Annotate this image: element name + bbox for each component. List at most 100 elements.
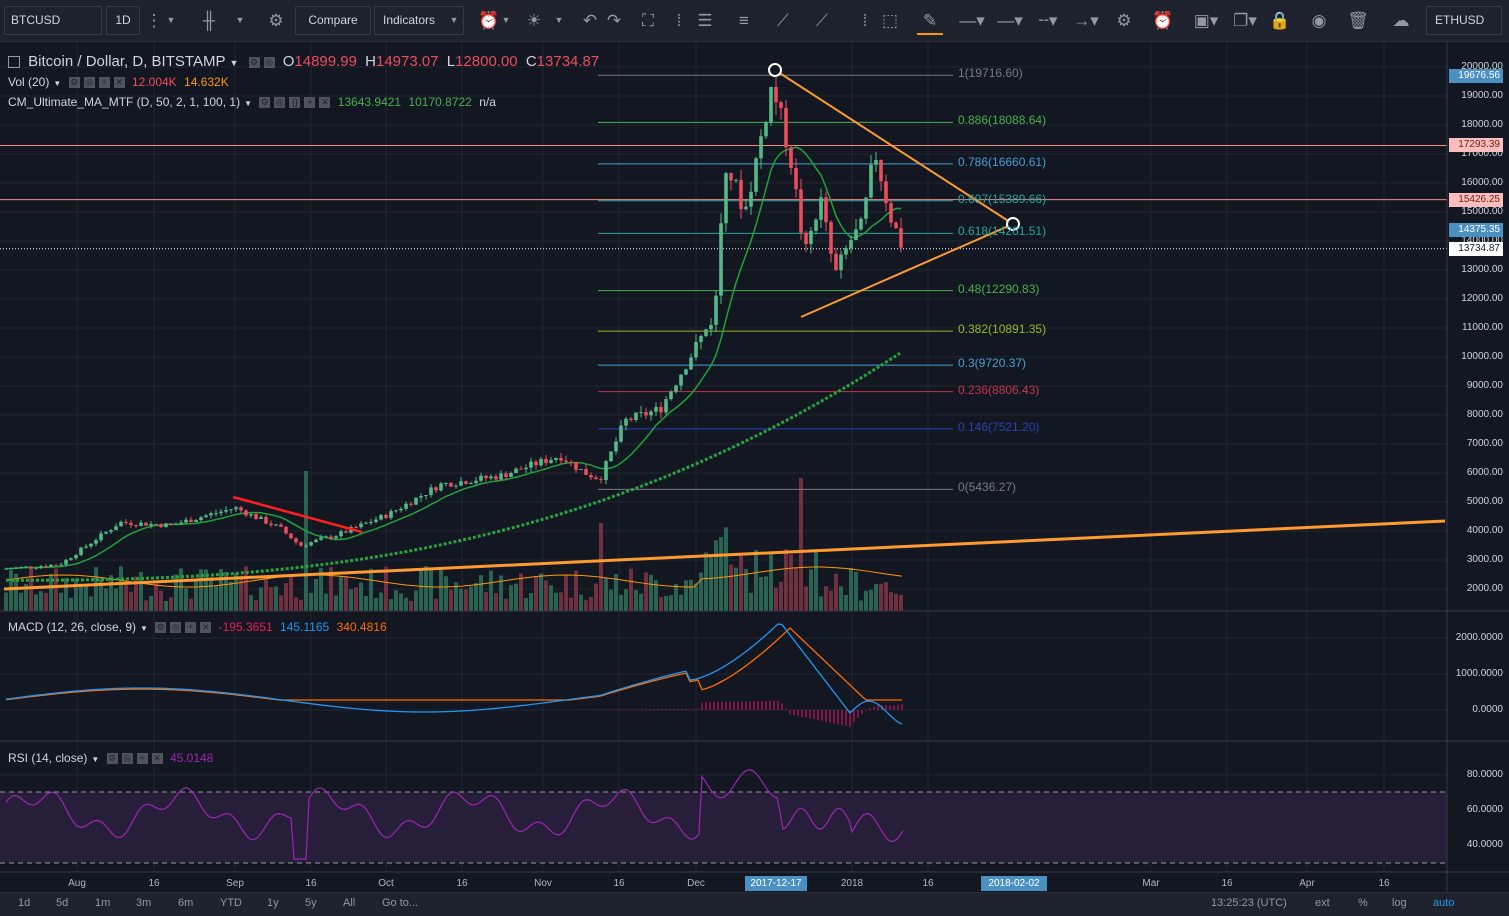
range-1d[interactable]: 1d: [18, 897, 31, 909]
pitchfork-icon[interactable]: ⟋: [777, 11, 789, 30]
fullscreen-icon[interactable]: ⛶: [642, 11, 654, 30]
drag-handle-icon[interactable]: ⁞: [862, 11, 868, 30]
macd-plot: [5, 623, 903, 727]
symbol-title[interactable]: Bitcoin / Dollar, D, BITSTAMP: [28, 53, 226, 70]
volume-bar: [709, 556, 713, 611]
trend-angle-icon[interactable]: ⟋: [816, 11, 828, 30]
interval-dropdown-icon[interactable]: ▼: [166, 15, 176, 25]
replay-dropdown-icon[interactable]: ▼: [554, 15, 564, 25]
fib-retracement-icon[interactable]: ☰: [697, 11, 713, 30]
rsi-label[interactable]: RSI (14, close): [8, 751, 88, 765]
drag-handle-icon[interactable]: ⁞: [676, 11, 682, 30]
redo-icon[interactable]: ↷: [606, 11, 622, 30]
volume-add-icon[interactable]: +: [98, 77, 110, 89]
rsi-format-icon[interactable]: ◎: [121, 753, 133, 765]
macd-settings-icon[interactable]: ⚙: [155, 622, 167, 634]
indicators-dropdown-icon[interactable]: ▼: [449, 15, 459, 25]
rsi-add-icon[interactable]: +: [136, 753, 148, 765]
range-1m[interactable]: 1m: [95, 897, 111, 909]
rsi-band: [0, 791, 1447, 864]
range-5d[interactable]: 5d: [56, 897, 69, 909]
rsi-caret-icon[interactable]: ▼: [91, 755, 100, 764]
drawing-alert-icon[interactable]: ⏰: [1152, 11, 1174, 30]
settings-gear-icon[interactable]: ⚙: [268, 11, 284, 30]
auto-toggle[interactable]: auto: [1433, 897, 1455, 909]
ma-caret-icon[interactable]: ▼: [244, 99, 252, 108]
macd-format-icon[interactable]: ◎: [170, 622, 182, 634]
legend-settings-icon[interactable]: ⚙: [248, 56, 260, 68]
volume-format-icon[interactable]: ◎: [83, 77, 95, 89]
price-axis-label: 15000.00: [1461, 206, 1503, 217]
percent-toggle[interactable]: %: [1358, 897, 1368, 909]
legend-hide-icon[interactable]: ◎: [263, 56, 275, 68]
symbol-search[interactable]: BTCUSD: [4, 6, 102, 35]
ma-add-icon[interactable]: +: [304, 97, 316, 109]
goto-button[interactable]: Go to...: [382, 897, 419, 909]
log-toggle[interactable]: log: [1392, 897, 1407, 909]
volume-bar: [244, 566, 248, 611]
candle-body: [199, 517, 203, 521]
volume-bar: [719, 537, 723, 611]
drawing-settings-gear-icon[interactable]: ⚙: [1116, 11, 1132, 30]
range-6m[interactable]: 6m: [178, 897, 194, 909]
volume-bar: [184, 588, 188, 611]
line-dash-icon[interactable]: ╌▾: [1038, 11, 1058, 30]
title-caret-icon[interactable]: ▼: [229, 58, 239, 68]
volume-remove-icon[interactable]: ✕: [113, 77, 125, 89]
range-3m[interactable]: 3m: [136, 897, 152, 909]
candle-body: [519, 468, 523, 470]
clone-icon[interactable]: ❐▾: [1233, 11, 1257, 30]
line-width-icon[interactable]: —▾: [997, 11, 1023, 30]
symbol-compare-field[interactable]: ETHUSD: [1426, 6, 1502, 35]
macd-caret-icon[interactable]: ▼: [140, 624, 148, 633]
chart-type-dropdown-icon[interactable]: ▼: [235, 15, 245, 25]
volume-settings-icon[interactable]: ⚙: [68, 77, 80, 89]
line-style-icon[interactable]: —▾: [959, 11, 985, 30]
undo-icon[interactable]: ↶: [582, 11, 598, 30]
ma-settings-icon[interactable]: ⚙: [259, 97, 271, 109]
eye-icon[interactable]: ◉: [1311, 11, 1327, 30]
interval-button[interactable]: 1D: [106, 6, 140, 35]
candle-body: [559, 457, 563, 461]
volume-label[interactable]: Vol (20): [8, 75, 50, 89]
range-ytd[interactable]: YTD: [220, 897, 242, 909]
volume-caret-icon[interactable]: ▼: [53, 79, 62, 88]
bar-replay-icon[interactable]: ☀: [526, 11, 542, 30]
lock-icon[interactable]: 🔒: [1269, 11, 1291, 30]
alert-add-icon[interactable]: ⏰: [478, 11, 500, 30]
select-region-icon[interactable]: ⬚: [881, 11, 899, 30]
rsi-remove-icon[interactable]: ✕: [151, 753, 163, 765]
compare-button[interactable]: Compare: [295, 6, 371, 35]
line-end-icon[interactable]: →▾: [1073, 11, 1099, 30]
ext-toggle[interactable]: ext: [1315, 897, 1330, 909]
ma-format-icon[interactable]: ◎: [274, 97, 286, 109]
ma-source-icon[interactable]: {}: [289, 97, 301, 109]
alert-dropdown-icon[interactable]: ▼: [501, 15, 511, 25]
ma-indicator-label[interactable]: CM_Ultimate_MA_MTF (D, 50, 2, 1, 100, 1): [8, 95, 241, 109]
parallel-channel-icon[interactable]: ≡: [739, 11, 749, 30]
candles-icon[interactable]: ╫: [202, 11, 216, 30]
trash-icon[interactable]: 🗑: [1347, 11, 1369, 30]
macd-remove-icon[interactable]: ✕: [200, 622, 212, 634]
volume-bar: [589, 596, 593, 611]
macd-add-icon[interactable]: +: [185, 622, 197, 634]
drawings: [3, 63, 1446, 591]
collapse-icon[interactable]: [8, 56, 20, 69]
indicators-button[interactable]: Indicators: [374, 6, 464, 35]
cloud-save-icon[interactable]: ☁: [1392, 11, 1410, 30]
range-5y[interactable]: 5y: [305, 897, 317, 909]
clock[interactable]: 13:25:23 (UTC): [1211, 897, 1287, 909]
range-all[interactable]: All: [343, 897, 356, 909]
chart-canvas[interactable]: [0, 0, 1509, 892]
macd-label[interactable]: MACD (12, 26, close, 9): [8, 620, 137, 634]
brush-icon[interactable]: ✎: [917, 6, 943, 35]
candle-body: [99, 533, 103, 541]
candle-body: [419, 496, 423, 498]
visibility-layers-icon[interactable]: ▣▾: [1193, 11, 1219, 30]
more-vertical-icon[interactable]: ⋮: [145, 11, 163, 30]
volume-bar: [9, 570, 13, 611]
ma-remove-icon[interactable]: ✕: [319, 97, 331, 109]
rsi-settings-icon[interactable]: ⚙: [106, 753, 118, 765]
range-1y[interactable]: 1y: [267, 897, 279, 909]
candle-body: [794, 168, 798, 190]
